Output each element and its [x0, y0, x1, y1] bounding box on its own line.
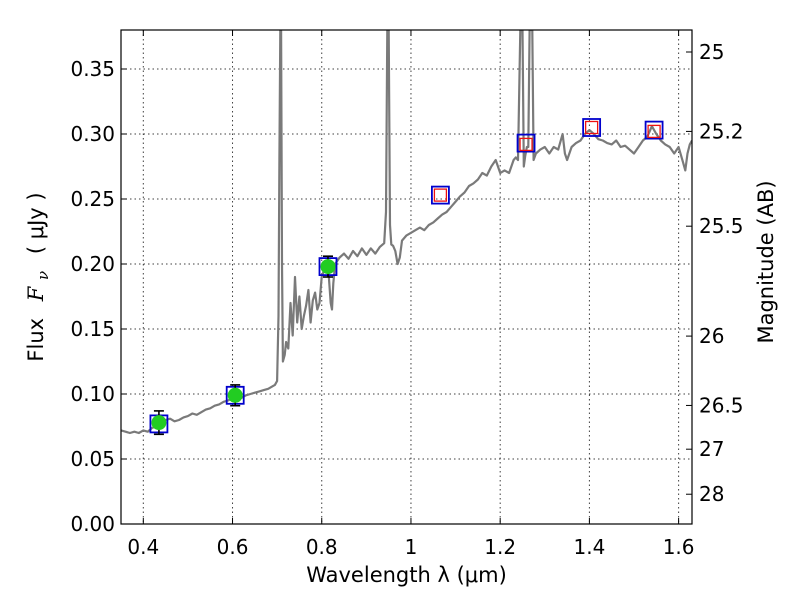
- model-band-flux-marker: [519, 137, 533, 152]
- y-axis-title-prefix: Flux: [24, 318, 48, 362]
- x-axis-title: Wavelength λ (μm): [306, 563, 507, 587]
- synthetic-photometry-box: [644, 120, 664, 140]
- y-axis-title: Flux F ν ( μJy ): [24, 192, 53, 361]
- magnitude-tick-label: 26.5: [699, 393, 744, 417]
- y-tick-label: 0.10: [70, 382, 115, 406]
- axis-ticks: 0.4 0.6 0.8 1 1.2 1.4 1.6 0.00 0.05 0.10 0.15 0.20 0…: [70, 30, 744, 559]
- magnitude-tick-label: 25.2: [699, 119, 744, 143]
- marker-layer: [149, 118, 664, 436]
- y-axis-title-symbol: F: [24, 285, 48, 302]
- observed-photometry-point: [320, 259, 336, 275]
- x-tick-label: 0.6: [217, 535, 249, 559]
- synthetic-photometry-box: [431, 185, 450, 205]
- observed-photometry-point: [227, 387, 243, 403]
- synthetic-photometry-box: [516, 133, 536, 153]
- y-tick-label: 0.00: [70, 512, 115, 536]
- magnitude-tick-label: 28: [699, 482, 724, 506]
- x-tick-label: 0.8: [306, 535, 338, 559]
- y-tick-label: 0.20: [70, 252, 115, 276]
- y-tick-label: 0.25: [70, 187, 115, 211]
- y-tick-label: 0.05: [70, 447, 115, 471]
- y-tick-label: 0.35: [70, 57, 115, 81]
- y-axis-title-unit: ( μJy ): [24, 192, 48, 254]
- grid-lines: [121, 30, 692, 524]
- model-band-flux-marker: [647, 124, 661, 139]
- x-tick-label: 1.2: [484, 535, 516, 559]
- observed-photometry-point: [151, 415, 167, 431]
- x-tick-label: 1: [405, 535, 418, 559]
- magnitude-tick-label: 25.5: [699, 214, 744, 238]
- synthetic-photometry-box: [582, 118, 602, 137]
- model-band-flux-marker: [584, 120, 599, 135]
- magnitude-tick-label: 25: [699, 40, 724, 64]
- y-tick-label: 0.30: [70, 122, 115, 146]
- magnitude-tick-label: 27: [699, 437, 724, 461]
- model-band-flux-marker: [433, 188, 448, 202]
- x-tick-label: 1.4: [573, 535, 605, 559]
- y-axis-title-subscript: ν: [34, 271, 52, 280]
- magnitude-tick-label: 26: [699, 324, 724, 348]
- y-tick-label: 0.15: [70, 317, 115, 341]
- magnitude-axis-title: Magnitude (AB): [754, 180, 778, 343]
- x-tick-label: 1.6: [663, 535, 695, 559]
- x-tick-label: 0.4: [127, 535, 159, 559]
- plot-frame: [120, 29, 693, 525]
